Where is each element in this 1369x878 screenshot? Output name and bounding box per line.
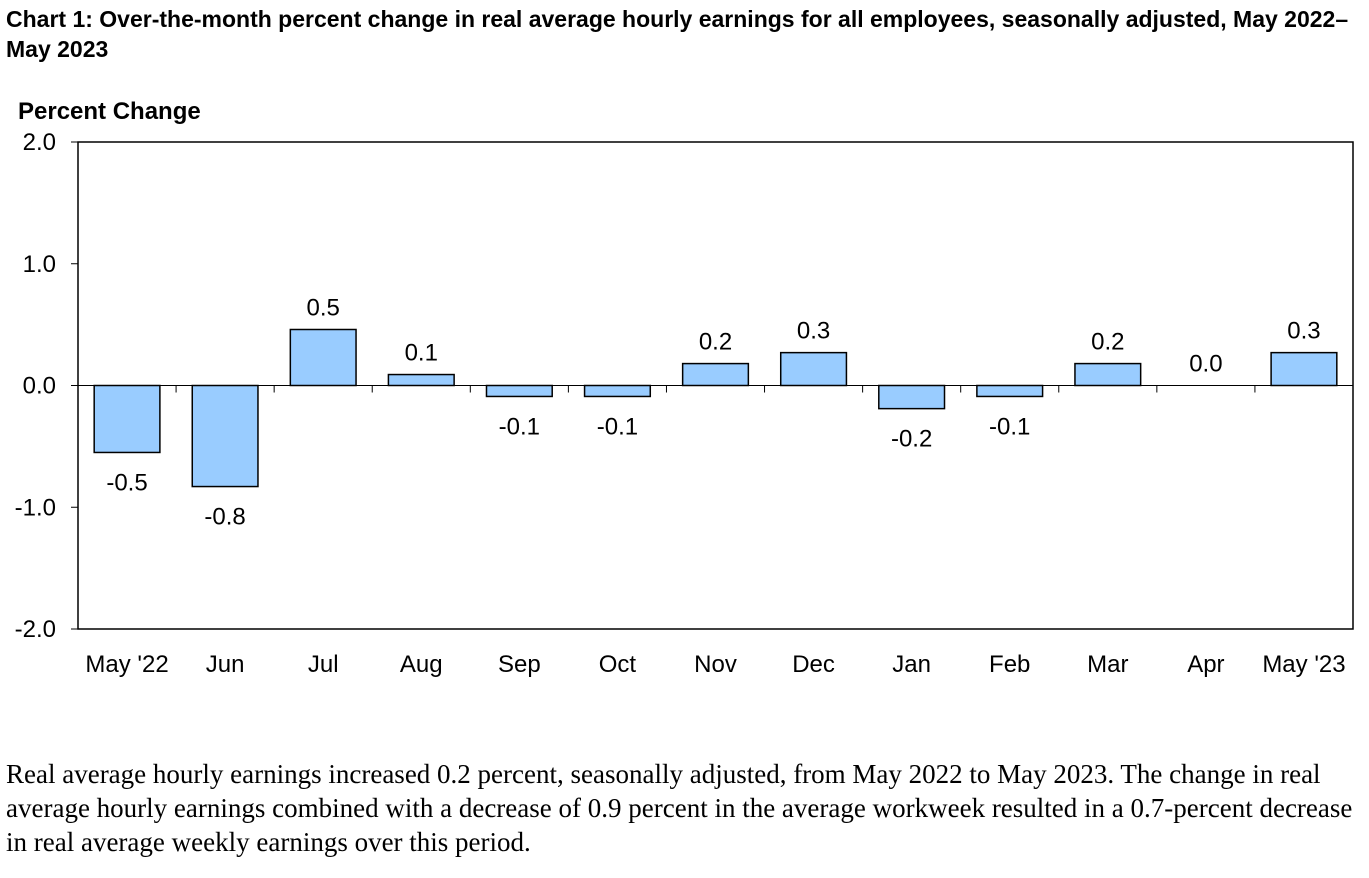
data-label: 0.5	[307, 294, 340, 321]
y-axis-label: Percent Change	[18, 98, 201, 125]
bar	[779, 351, 848, 387]
data-labels: -0.5 -0.8 0.5 0.1 -0.1 -0.1 0.2 0.3 -0.2 -0.1 0.2 0…	[106, 294, 1320, 530]
data-label: -0.8	[204, 504, 245, 531]
bar	[1074, 362, 1142, 387]
bar	[485, 384, 553, 398]
bar	[387, 373, 455, 387]
data-label: -0.2	[891, 426, 932, 453]
x-tick-label: May '23	[1262, 651, 1345, 678]
x-axis-categories: May '22 Jun Jul Aug Sep Oct Nov Dec Jan Feb Mar Apr…	[85, 385, 1346, 678]
chart-title: Chart 1: Over-the-month percent change i…	[6, 6, 1349, 62]
bar	[976, 384, 1044, 398]
y-tick-label: -1.0	[15, 494, 56, 521]
bar	[1270, 351, 1338, 387]
y-tick-label: 2.0	[23, 129, 56, 156]
y-axis-ticks: 2.0 1.0 0.0 -1.0 -2.0	[15, 129, 78, 643]
data-label: -0.1	[499, 413, 540, 440]
bar	[289, 328, 357, 387]
x-tick-label: Sep	[498, 651, 541, 678]
data-label: 0.2	[699, 329, 732, 356]
bar	[681, 362, 750, 387]
bar-chart: Percent Change 2.0 1.0 0.0 -1.0 -2.0 May '22…	[15, 98, 1354, 678]
x-tick-label: May '22	[85, 651, 168, 678]
y-tick-label: 1.0	[23, 251, 56, 278]
data-label: -0.1	[989, 413, 1030, 440]
x-tick-label: Feb	[989, 651, 1030, 678]
bar	[93, 384, 161, 454]
y-tick-label: 0.0	[23, 373, 56, 400]
bar	[878, 384, 946, 410]
x-tick-label: Aug	[400, 651, 443, 678]
y-tick-label: -2.0	[15, 616, 56, 643]
summary-note: Real average hourly earnings increased 0…	[6, 759, 1353, 857]
data-label: 0.0	[1189, 351, 1222, 378]
x-tick-label: Apr	[1187, 651, 1224, 678]
data-label: 0.2	[1091, 329, 1124, 356]
x-tick-label: Jan	[892, 651, 931, 678]
bar	[583, 384, 652, 398]
x-tick-label: Jun	[206, 651, 245, 678]
x-tick-label: Dec	[792, 651, 835, 678]
x-tick-label: Jul	[308, 651, 339, 678]
data-label: 0.1	[405, 340, 438, 367]
x-tick-label: Mar	[1087, 651, 1128, 678]
data-label: 0.3	[1287, 318, 1320, 345]
x-tick-label: Oct	[599, 651, 637, 678]
data-label: 0.3	[797, 318, 830, 345]
data-label: -0.5	[106, 469, 147, 496]
data-label: -0.1	[597, 413, 638, 440]
bar	[191, 384, 259, 488]
x-tick-label: Nov	[694, 651, 737, 678]
bars	[93, 328, 1338, 488]
